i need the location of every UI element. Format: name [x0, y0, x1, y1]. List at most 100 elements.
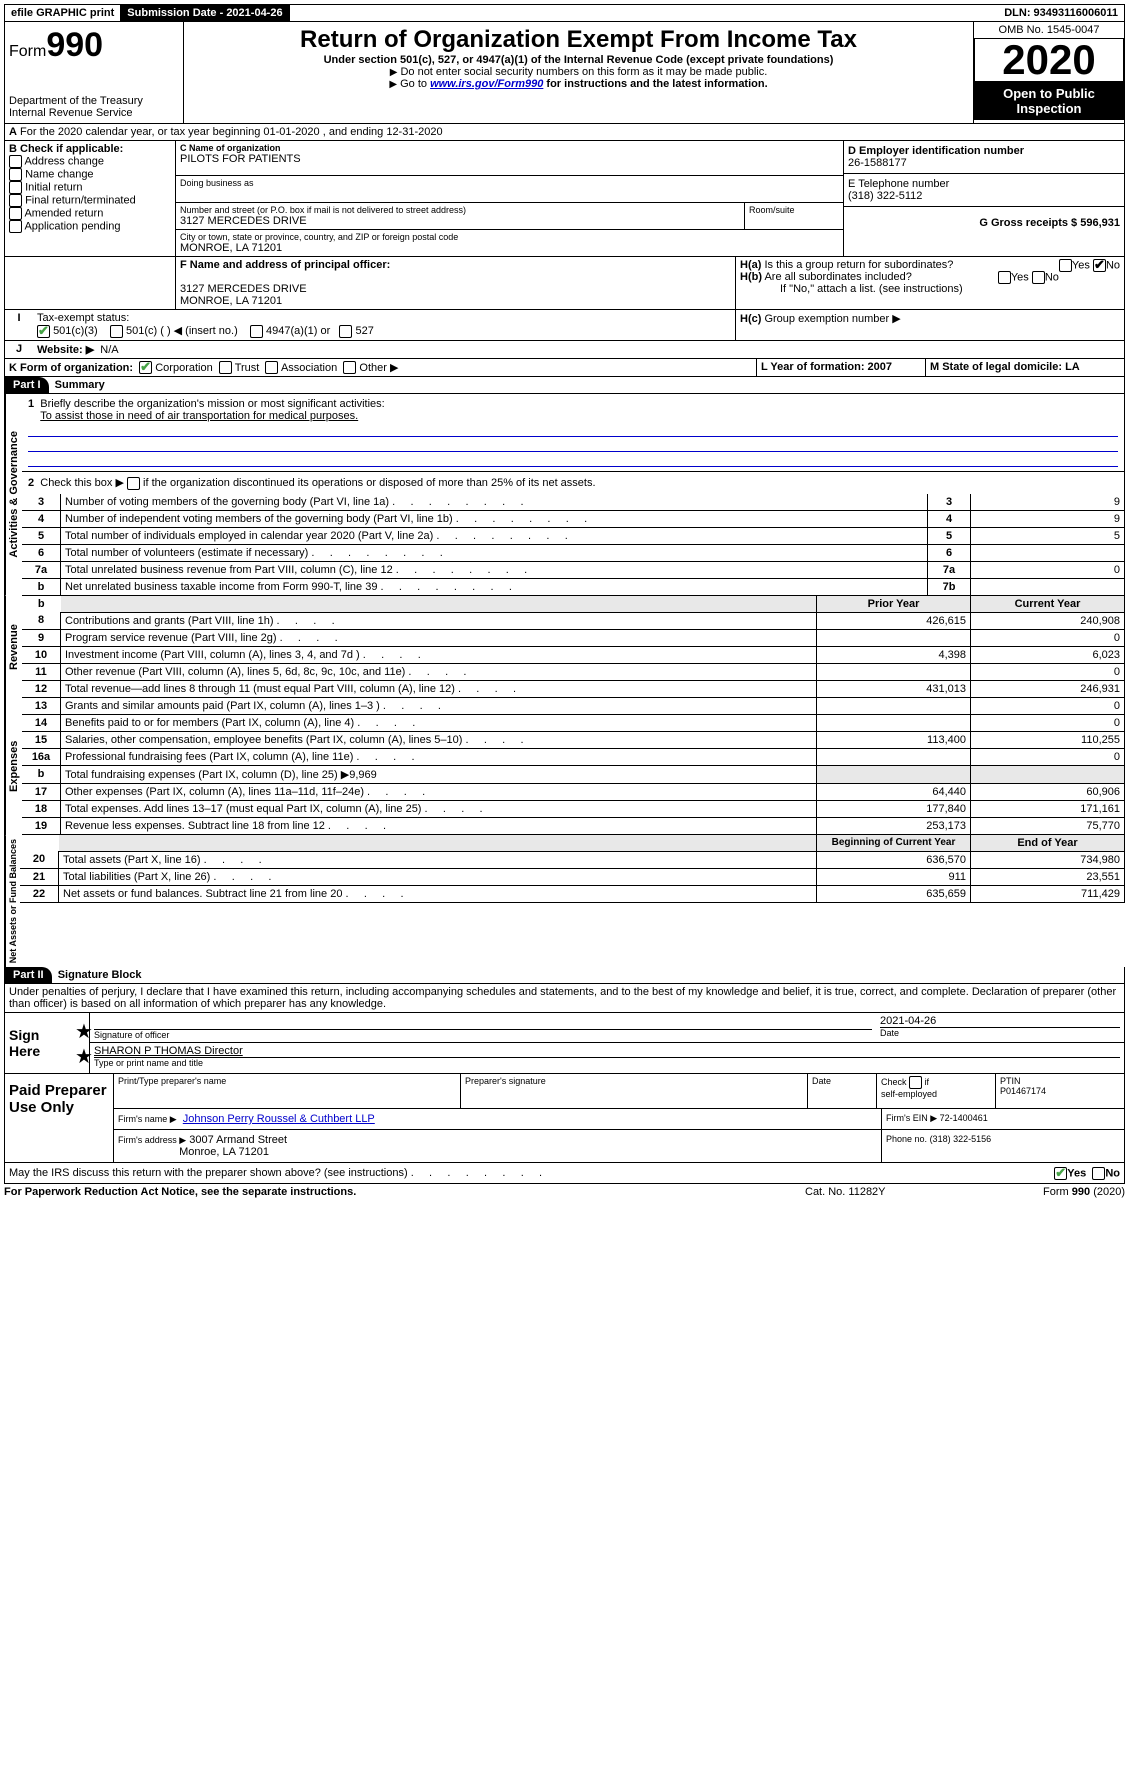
firm-name-cell: Firm's name ▶ Johnson Perry Roussel & Cu…: [114, 1109, 882, 1129]
perjury-text: Under penalties of perjury, I declare th…: [4, 984, 1125, 1013]
city-value: MONROE, LA 71201: [180, 242, 839, 254]
period-row: A For the 2020 calendar year, or tax yea…: [4, 124, 1125, 141]
discuss-row: May the IRS discuss this return with the…: [4, 1163, 1125, 1184]
website-value: N/A: [100, 344, 118, 356]
ha-yes[interactable]: [1059, 259, 1072, 272]
check-final-return[interactable]: Final return/terminated: [9, 194, 171, 207]
check-corp[interactable]: [139, 361, 152, 374]
expenses-table: 13Grants and similar amounts paid (Part …: [22, 698, 1125, 835]
instructions-link[interactable]: www.irs.gov/Form990: [430, 78, 543, 90]
hb-yes[interactable]: [998, 271, 1011, 284]
h-b-note: If "No," attach a list. (see instruction…: [740, 283, 1120, 295]
check-501c3[interactable]: [37, 325, 50, 338]
phone-value: (318) 322-5112: [848, 190, 1120, 202]
side-balances: Net Assets or Fund Balances: [5, 835, 20, 967]
check-amended[interactable]: Amended return: [9, 207, 171, 220]
check-assoc[interactable]: [265, 361, 278, 374]
paid-preparer-label: Paid Preparer Use Only: [5, 1074, 114, 1162]
part1-title: Summary: [55, 379, 105, 391]
ptin-label: PTIN: [1000, 1076, 1120, 1086]
check-527[interactable]: [339, 325, 352, 338]
city-label: City or town, state or province, country…: [180, 232, 839, 242]
officer-addr2: MONROE, LA 71201: [180, 295, 731, 307]
side-governance: Activities & Governance: [5, 394, 22, 596]
check-discontinued[interactable]: [127, 477, 140, 490]
sig-officer-label: Signature of officer: [94, 1030, 872, 1040]
check-self-employed[interactable]: [909, 1076, 922, 1089]
form-ref: Form 990 (2020): [985, 1186, 1125, 1198]
note-1: ▶ Do not enter social security numbers o…: [188, 66, 969, 78]
date-label: Date: [880, 1027, 1120, 1038]
form-header: Form990 Department of the Treasury Inter…: [4, 22, 1125, 124]
box-f-label: F Name and address of principal officer:: [180, 259, 731, 271]
hb-no[interactable]: [1032, 271, 1045, 284]
check-addr-change[interactable]: Address change: [9, 155, 171, 168]
firm-link[interactable]: Johnson Perry Roussel & Cuthbert LLP: [183, 1113, 375, 1125]
prep-phone-label: Phone no.: [886, 1134, 927, 1144]
h-a: H(a) Is this a group return for subordin…: [740, 259, 1120, 271]
part2-title: Signature Block: [58, 969, 142, 981]
box-i-label: Tax-exempt status:: [37, 312, 129, 324]
ein-value: 26-1588177: [848, 157, 1120, 169]
discuss-yes[interactable]: [1054, 1167, 1067, 1180]
sign-here-label: Sign Here: [5, 1013, 75, 1073]
check-initial-return[interactable]: Initial return: [9, 181, 171, 194]
prep-phone: (318) 322-5156: [930, 1134, 992, 1144]
check-application[interactable]: Application pending: [9, 220, 171, 233]
box-b-title: B Check if applicable:: [9, 143, 171, 155]
check-name-change[interactable]: Name change: [9, 168, 171, 181]
top-bar: efile GRAPHIC print Submission Date - 20…: [4, 4, 1125, 22]
box-g: G Gross receipts $ 596,931: [979, 217, 1120, 229]
officer-row: F Name and address of principal officer:…: [4, 257, 1125, 310]
entity-info-row: B Check if applicable: Address change Na…: [4, 141, 1125, 257]
officer-name: SHARON P THOMAS Director: [94, 1045, 243, 1057]
name-title-label: Type or print name and title: [94, 1058, 1120, 1068]
inspection-box: Open to Public Inspection: [974, 82, 1124, 120]
box-m: M State of legal domicile: LA: [926, 359, 1124, 377]
sig-date: 2021-04-26: [880, 1015, 1120, 1027]
governance-table: 3Number of voting members of the governi…: [22, 494, 1125, 596]
h-b: H(b) Are all subordinates included? Yes …: [740, 271, 1120, 283]
part2-tab: Part II: [5, 967, 52, 983]
form-title: Return of Organization Exempt From Incom…: [188, 26, 969, 54]
revenue-table: b Prior Year Current Year 8Contributions…: [22, 596, 1125, 698]
part1-tab: Part I: [5, 377, 49, 393]
box-d-label: D Employer identification number: [848, 145, 1120, 157]
check-trust[interactable]: [219, 361, 232, 374]
line2-pre: Check this box ▶: [40, 477, 124, 489]
irs-label: Internal Revenue Service: [9, 107, 179, 119]
officer-addr1: 3127 MERCEDES DRIVE: [180, 283, 731, 295]
street-address: 3127 MERCEDES DRIVE: [180, 215, 740, 227]
submission-date-button[interactable]: Submission Date - 2021-04-26: [121, 5, 289, 21]
h-c: H(c) Group exemption number ▶: [736, 310, 1124, 340]
check-501c[interactable]: [110, 325, 123, 338]
addr-label: Number and street (or P.O. box if mail i…: [180, 205, 740, 215]
ptin-value: P01467174: [1000, 1086, 1120, 1096]
prep-date-label: Date: [808, 1074, 877, 1108]
dln-label: DLN: 93493116006011: [998, 5, 1124, 21]
firm-ein: 72-1400461: [940, 1113, 988, 1123]
box-k-label: K Form of organization:: [9, 362, 133, 374]
note-2: ▶ Go to www.irs.gov/Form990 for instruct…: [188, 78, 969, 90]
dba-label: Doing business as: [180, 178, 839, 188]
firm-ein-label: Firm's EIN ▶: [886, 1113, 937, 1123]
discuss-no[interactable]: [1092, 1167, 1105, 1180]
dept-label: Department of the Treasury: [9, 95, 179, 107]
check-other[interactable]: [343, 361, 356, 374]
balances-table: Beginning of Current Year End of Year 20…: [20, 835, 1125, 903]
form-subtitle: Under section 501(c), 527, or 4947(a)(1)…: [188, 54, 969, 66]
ha-no[interactable]: [1093, 259, 1106, 272]
box-e-label: E Telephone number: [848, 178, 1120, 190]
self-emp-cell: Check ifself-employed: [877, 1074, 996, 1108]
prep-name-label: Print/Type preparer's name: [114, 1074, 461, 1108]
mission-text: To assist those in need of air transport…: [40, 410, 358, 422]
check-4947[interactable]: [250, 325, 263, 338]
firm-addr2: Monroe, LA 71201: [179, 1146, 269, 1158]
side-revenue: Revenue: [5, 596, 22, 698]
form-number: Form990: [9, 26, 179, 65]
prep-sig-label: Preparer's signature: [461, 1074, 808, 1108]
line1-label: Briefly describe the organization's miss…: [40, 398, 384, 410]
firm-addr1: 3007 Armand Street: [189, 1134, 287, 1146]
tax-year: 2020: [974, 39, 1124, 82]
org-name: PILOTS FOR PATIENTS: [180, 153, 839, 165]
